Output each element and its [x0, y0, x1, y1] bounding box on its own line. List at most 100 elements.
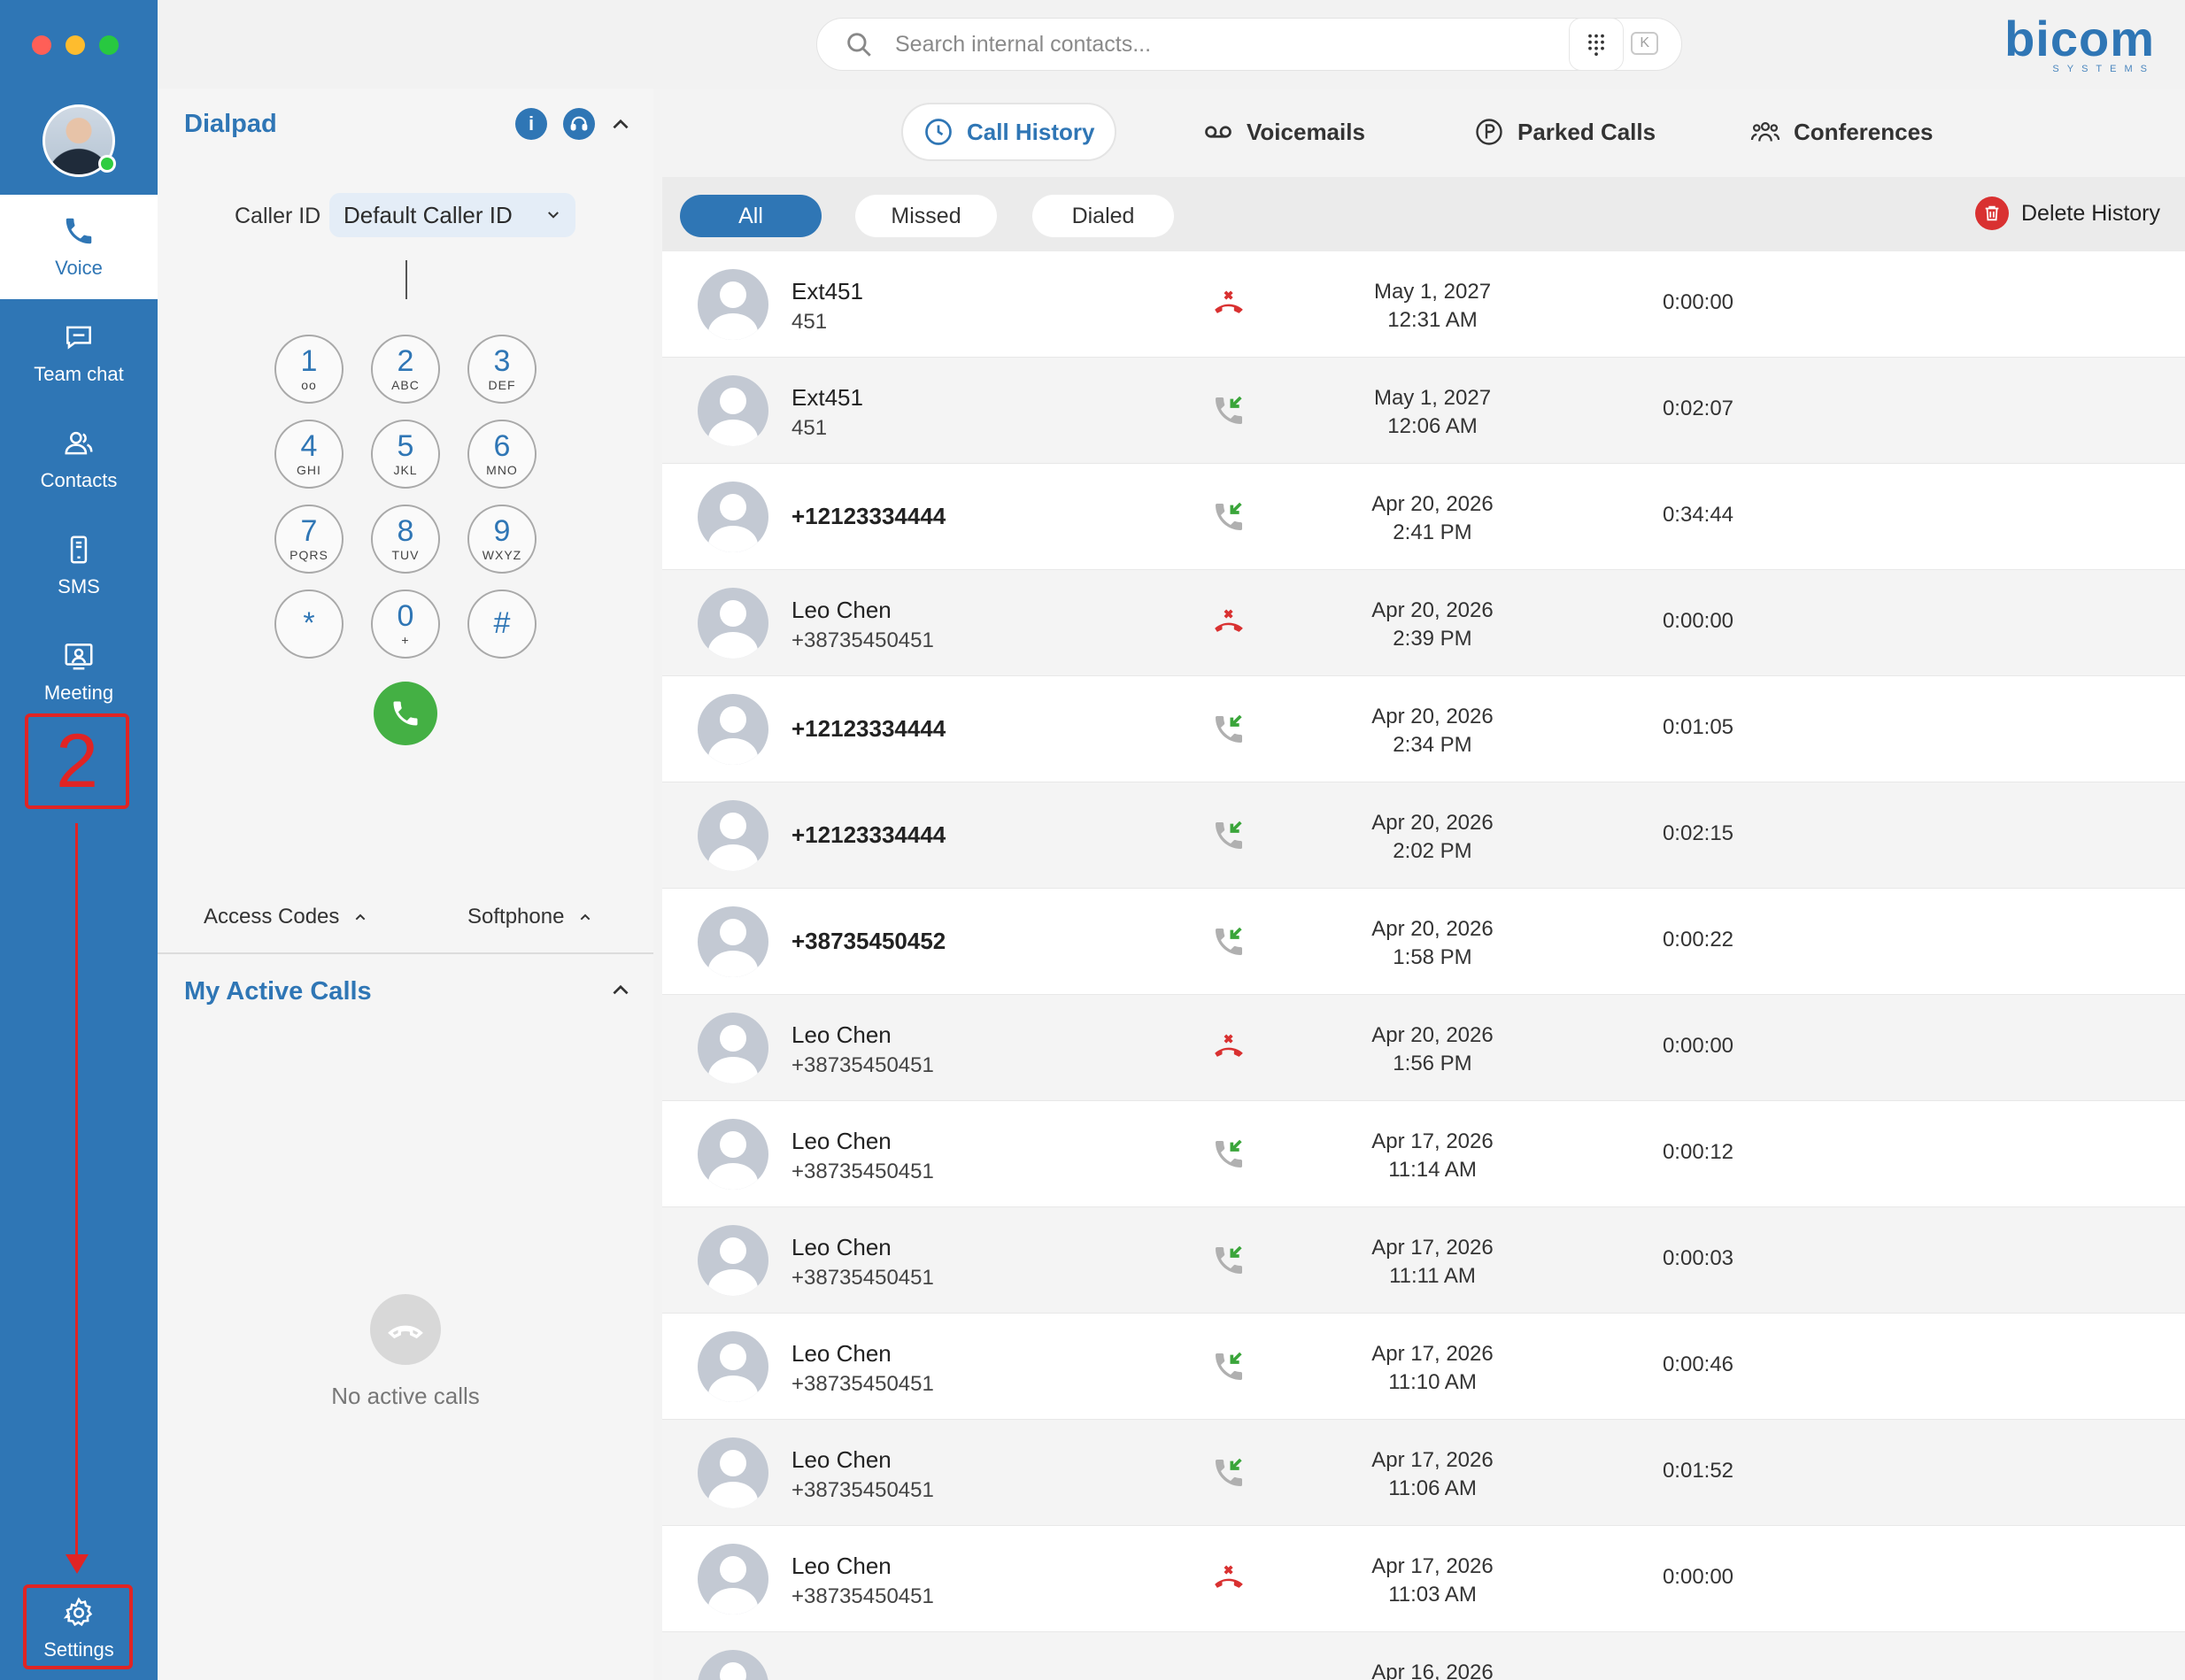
call-row[interactable]: +12123334444 Apr 20, 2026 2:34 PM 0:01:05 [662, 676, 2185, 782]
collapse-active-calls-chevron-icon[interactable] [609, 981, 632, 998]
call-row[interactable]: Leo Chen +38735450451 Apr 17, 2026 11:06 AM… [662, 1420, 2185, 1526]
incoming-call-icon [1211, 1349, 1247, 1384]
key-digit: 5 [397, 429, 414, 463]
filter-missed-button[interactable]: Missed [855, 195, 997, 237]
filter-dialed-button[interactable]: Dialed [1032, 195, 1174, 237]
call-date: Apr 20, 2026 [1371, 917, 1494, 941]
call-datetime: Apr 17, 2026 11:06 AM [1326, 1446, 1539, 1503]
softphone-label: Softphone [467, 905, 565, 929]
incoming-call-icon [1211, 499, 1247, 535]
trash-icon [1975, 197, 2009, 230]
call-row[interactable]: +12123334444 Apr 20, 2026 2:02 PM 0:02:15 [662, 782, 2185, 889]
tab-conferences[interactable]: Conferences [1749, 103, 1934, 161]
call-duration: 0:00:46 [1662, 1352, 1734, 1376]
softphone-toggle[interactable]: Softphone [467, 905, 592, 929]
search-bar[interactable]: Search internal contacts... ⌘ + K [816, 18, 1682, 71]
incoming-call-icon [1211, 818, 1247, 853]
call-time: 12:06 AM [1387, 414, 1478, 438]
call-row[interactable]: Apr 16, 2026 [662, 1632, 2185, 1680]
dialpad-key[interactable]: 1 oo [274, 335, 344, 404]
sidebar-item-contacts[interactable]: Contacts [0, 407, 158, 512]
tab-call-history[interactable]: Call History [901, 103, 1116, 161]
chevron-up-icon [581, 913, 591, 921]
call-row[interactable]: Ext451 451 May 1, 2027 12:31 AM 0:00:00 [662, 251, 2185, 358]
caller-number: +38735450451 [791, 1053, 934, 1077]
missed-call-icon [1211, 1561, 1247, 1597]
dialpad-key[interactable]: 9 WXYZ [467, 505, 537, 574]
sidebar-item-voice[interactable]: Voice [0, 195, 158, 299]
active-calls-title: My Active Calls [184, 977, 372, 1006]
info-icon[interactable]: i [515, 108, 547, 140]
dialpad-key[interactable]: 5 JKL [371, 420, 440, 489]
call-time: 11:06 AM [1388, 1476, 1477, 1500]
call-row[interactable]: +12123334444 Apr 20, 2026 2:41 PM 0:34:44 [662, 464, 2185, 570]
call-duration: 0:01:05 [1662, 715, 1734, 739]
settings-annotation-box [23, 1584, 133, 1669]
key-digit: 2 [397, 344, 414, 378]
call-date: May 1, 2027 [1373, 280, 1492, 304]
contact-avatar-icon [698, 1544, 768, 1614]
access-codes-label: Access Codes [204, 905, 340, 929]
caller-name: Leo Chen [791, 1340, 892, 1367]
apps-grid-button[interactable] [1569, 18, 1624, 71]
call-date: Apr 17, 2026 [1371, 1448, 1494, 1472]
voicemail-icon [1205, 126, 1231, 138]
dialpad-key[interactable]: 8 TUV [371, 505, 440, 574]
close-window-button[interactable] [32, 35, 51, 55]
caller-name: Leo Chen [791, 1128, 892, 1154]
tab-label: Conferences [1794, 118, 1934, 145]
dialpad-key[interactable]: 6 MNO [467, 420, 537, 489]
call-duration: 0:00:03 [1662, 1246, 1734, 1270]
call-button[interactable] [374, 682, 437, 745]
annotation-step-number: 2 [56, 719, 98, 804]
contacts-icon [65, 431, 93, 455]
access-codes-toggle[interactable]: Access Codes [204, 905, 367, 929]
caller-id-select[interactable]: Default Caller ID [329, 193, 575, 237]
filter-all-button[interactable]: All [680, 195, 822, 237]
key-letters: TUV [391, 548, 420, 562]
caller-id-value: Default Caller ID [344, 201, 513, 228]
call-row[interactable]: +38735450452 Apr 20, 2026 1:58 PM 0:00:22 [662, 889, 2185, 995]
search-input[interactable]: Search internal contacts... [895, 31, 1152, 57]
user-avatar[interactable] [42, 104, 116, 177]
key-letters: ABC [391, 378, 420, 392]
sidebar-item-team-chat[interactable]: Team chat [0, 301, 158, 405]
chevron-up-icon [356, 913, 366, 921]
dialpad-key[interactable]: 3 DEF [467, 335, 537, 404]
key-digit: # [493, 606, 511, 640]
dial-input-cursor[interactable] [405, 260, 407, 299]
call-row[interactable]: Leo Chen +38735450451 Apr 17, 2026 11:11 AM… [662, 1207, 2185, 1314]
call-row[interactable]: Leo Chen +38735450451 Apr 20, 2026 2:39 PM 0… [662, 570, 2185, 676]
call-datetime: Apr 20, 2026 2:39 PM [1326, 597, 1539, 653]
dialpad-key[interactable]: 2 ABC [371, 335, 440, 404]
call-row[interactable]: Leo Chen +38735450451 Apr 17, 2026 11:10 AM… [662, 1314, 2185, 1420]
delete-history-button[interactable]: Delete History [1975, 197, 2160, 230]
zoom-window-button[interactable] [99, 35, 119, 55]
headset-icon[interactable] [563, 108, 595, 140]
tab-voicemails[interactable]: Voicemails [1202, 103, 1365, 161]
sidebar-item-label: Contacts [40, 469, 118, 491]
call-row[interactable]: Leo Chen +38735450451 Apr 17, 2026 11:03 AM… [662, 1526, 2185, 1632]
call-row[interactable]: Leo Chen +38735450451 Apr 17, 2026 11:14 AM… [662, 1101, 2185, 1207]
sidebar-item-sms[interactable]: SMS [0, 513, 158, 618]
dialpad-key[interactable]: 4 GHI [274, 420, 344, 489]
caller-id-label: Caller ID [235, 204, 321, 228]
key-digit: 4 [300, 429, 318, 463]
call-row[interactable]: Leo Chen +38735450451 Apr 20, 2026 1:56 PM 0… [662, 995, 2185, 1101]
call-duration: 0:00:00 [1662, 1565, 1734, 1589]
chat-icon [66, 326, 91, 350]
key-letters: PQRS [290, 548, 328, 562]
search-icon [847, 33, 871, 57]
dialpad-key[interactable]: * [274, 590, 344, 659]
dialpad-key[interactable]: # [467, 590, 537, 659]
dialpad-key[interactable]: 7 PQRS [274, 505, 344, 574]
dialpad-key[interactable]: 0 + [371, 590, 440, 659]
caller-number: +38735450451 [791, 1478, 934, 1502]
tab-parked-calls[interactable]: Parked Calls [1473, 103, 1656, 161]
caller-name: Leo Chen [791, 1446, 892, 1473]
collapse-dialpad-chevron-icon[interactable] [609, 115, 632, 133]
sidebar-item-meeting[interactable]: Meeting [0, 620, 158, 724]
minimize-window-button[interactable] [66, 35, 85, 55]
call-row[interactable]: Ext451 451 May 1, 2027 12:06 AM 0:02:07 [662, 358, 2185, 464]
sidebar-item-settings[interactable]: Settings [0, 1584, 158, 1673]
